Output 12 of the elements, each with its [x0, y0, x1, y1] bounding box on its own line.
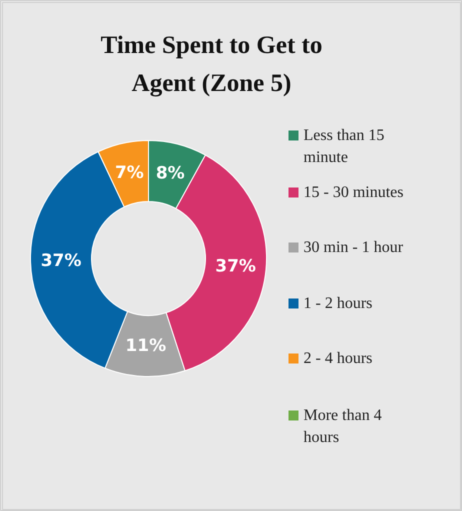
legend-label: More than 4 hours — [304, 407, 382, 446]
data-label: 11% — [125, 336, 166, 356]
data-label: 8% — [156, 164, 185, 184]
legend-label: Less than 15 minute — [304, 127, 384, 166]
data-label: 37% — [215, 256, 256, 277]
legend-label: 2 - 4 hours — [304, 350, 372, 367]
legend-label: 15 - 30 minutes — [304, 184, 404, 201]
chart-title: Time Spent to Get to Agent (Zone 5) — [100, 32, 322, 97]
data-label: 7% — [114, 163, 144, 184]
legend-label: 30 min - 1 hour — [304, 239, 404, 256]
legend-label: 1 - 2 hours — [304, 295, 372, 312]
data-label: 37% — [40, 251, 82, 272]
